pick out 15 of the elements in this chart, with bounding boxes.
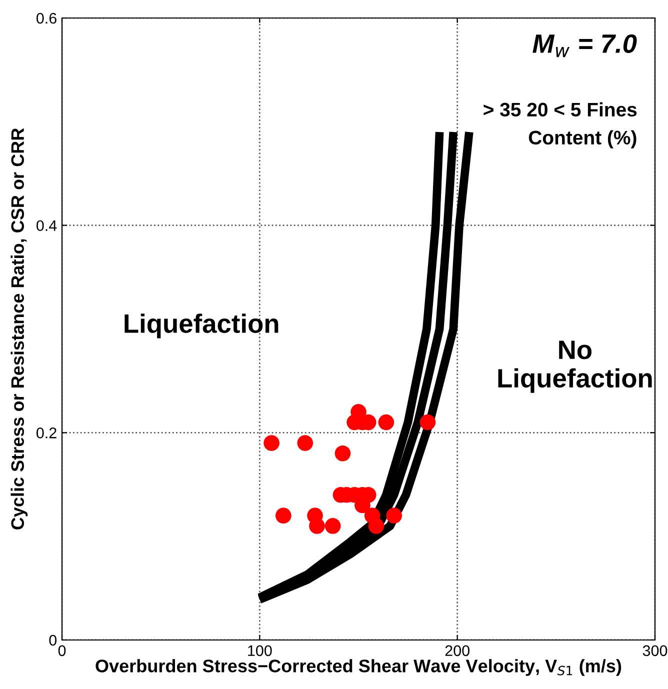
x-axis-title: Overburden Stress−Corrected Shear Wave Velocity, V$_{S1}$ (m/s) xyxy=(96,659,622,676)
x-tick-label: 100 xyxy=(248,645,272,656)
y-axis-title: Cyclic Stress or Resistance Ratio, CSR or CRR xyxy=(10,128,28,530)
x-tick-label: 300 xyxy=(642,645,668,656)
y-tick-label: 0 xyxy=(49,634,57,646)
y-tick-label: 0.2 xyxy=(36,428,56,438)
annotation: Liquefaction xyxy=(124,314,278,338)
annotation: Content (%) xyxy=(528,130,636,148)
annotation: No Liquefaction xyxy=(498,340,652,393)
x-tick-label: 0 xyxy=(58,645,66,656)
annotation: > 35 20 < 5 Fines xyxy=(484,102,637,117)
y-tick-label: 0.4 xyxy=(36,220,57,232)
y-tick-label: 0.6 xyxy=(36,12,56,24)
annotation: M$_{w}$ = 7.0 xyxy=(532,34,637,58)
x-tick-label: 200 xyxy=(445,645,470,656)
